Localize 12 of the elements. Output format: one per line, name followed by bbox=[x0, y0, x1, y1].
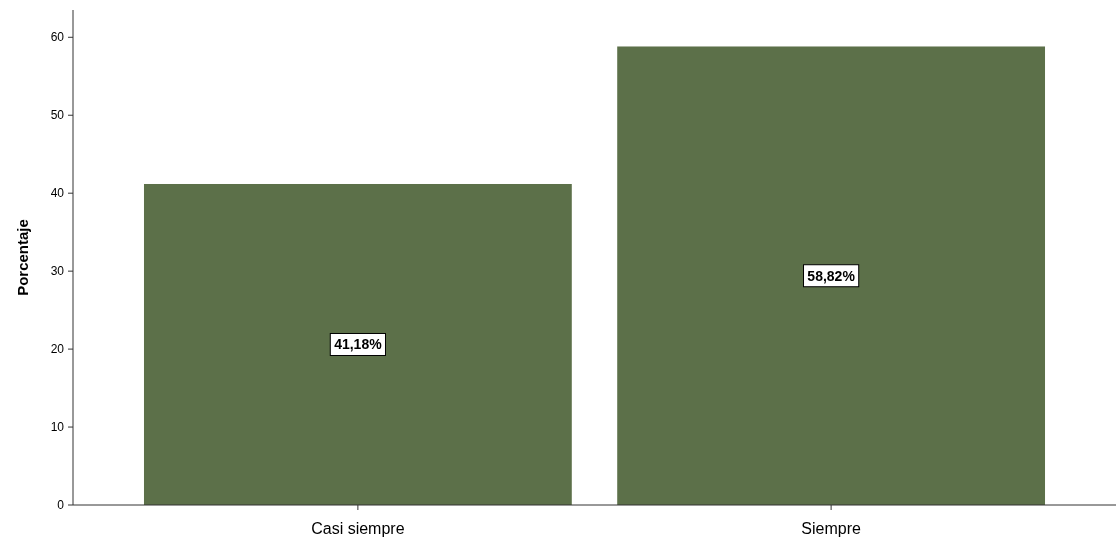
y-tick-label: 40 bbox=[50, 186, 65, 201]
y-axis-title: Porcentaje bbox=[13, 219, 31, 296]
y-tick-label: 60 bbox=[50, 30, 65, 45]
x-tick-label: Casi siempre bbox=[311, 519, 405, 537]
data-label: 58,82% bbox=[807, 267, 856, 284]
x-tick-label: Siempre bbox=[801, 519, 862, 537]
y-tick-label: 50 bbox=[50, 108, 65, 123]
y-tick-label: 20 bbox=[50, 342, 65, 357]
y-tick-label: 10 bbox=[50, 420, 65, 435]
y-tick-label: 0 bbox=[57, 498, 65, 512]
data-label: 41,18% bbox=[334, 336, 383, 353]
y-tick-label: 30 bbox=[50, 264, 65, 279]
